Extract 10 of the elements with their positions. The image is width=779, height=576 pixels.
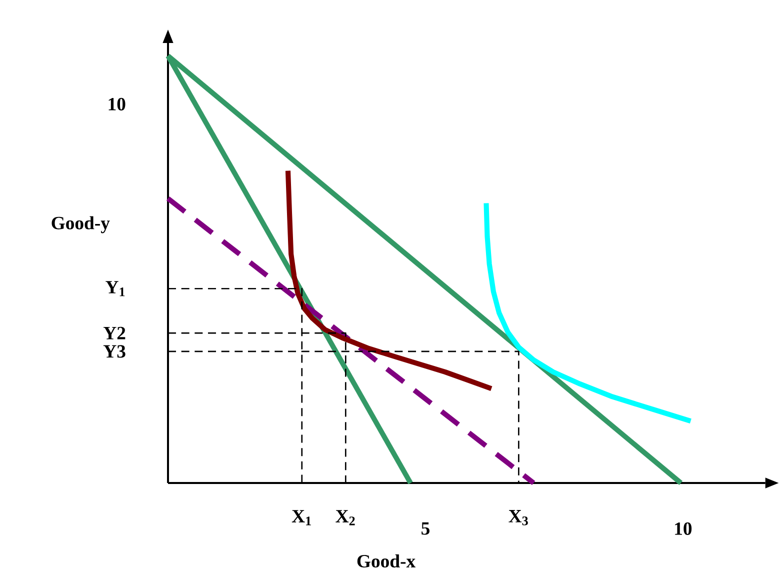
y-axis-title: Good-y xyxy=(52,216,110,234)
text: X$_{1}$ xyxy=(292,510,311,526)
text: 10 xyxy=(108,98,126,110)
text: Y2 xyxy=(103,326,126,340)
x-axis-title: Good-x xyxy=(357,554,416,568)
text: X$_{2}$ xyxy=(336,510,355,526)
text: Y3 xyxy=(103,345,126,358)
x-tick-label: 5 xyxy=(422,522,430,535)
text: X$_{3}$ xyxy=(508,510,528,526)
text: Y$_{1}$ xyxy=(106,281,125,296)
